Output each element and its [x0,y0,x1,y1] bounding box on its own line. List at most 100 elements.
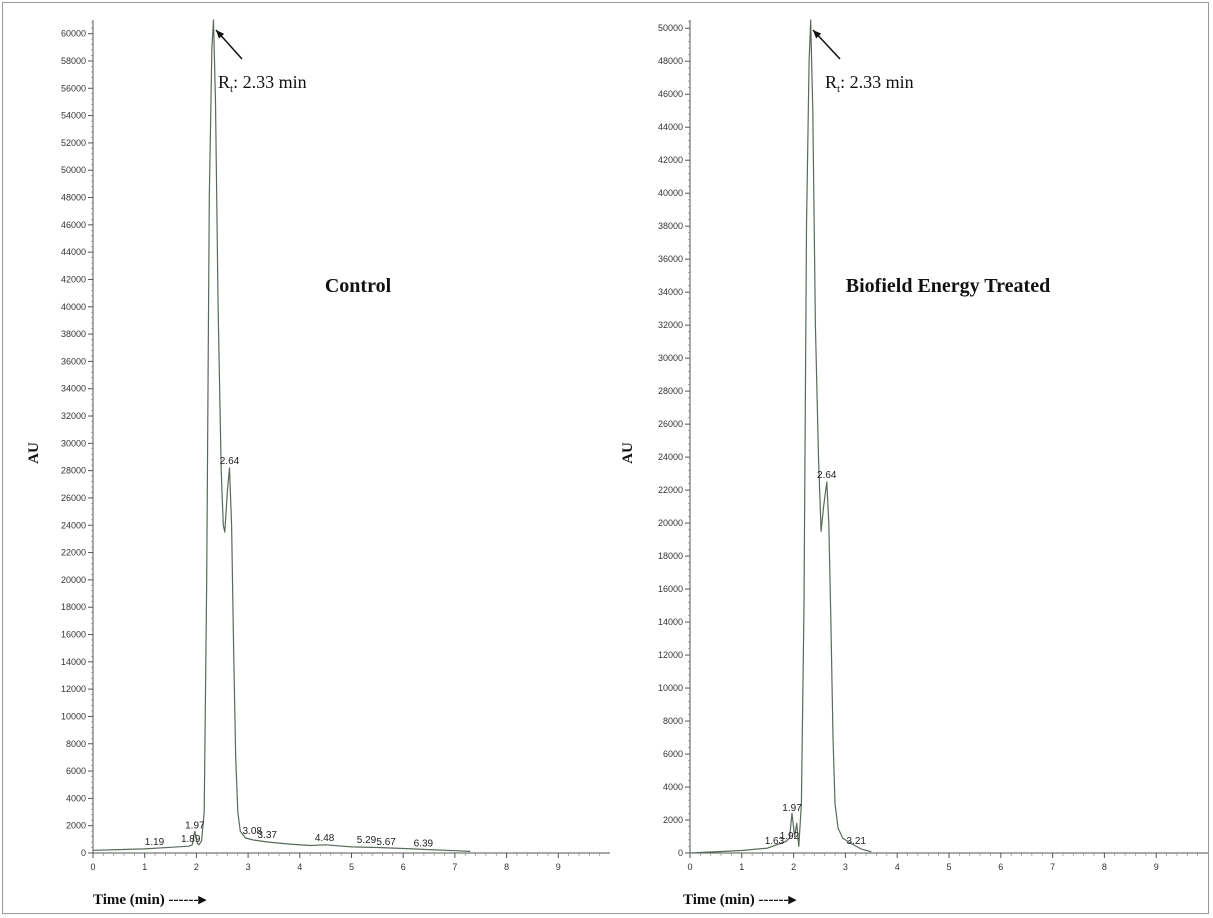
y-tick-label: 20000 [61,575,86,585]
y-tick-label: 6000 [66,766,86,776]
y-tick-label: 28000 [61,466,86,476]
x-tick-label: 2 [791,862,796,872]
peak-label: 3.08 [243,826,263,837]
y-tick-label: 10000 [658,683,683,693]
y-tick-label: 42000 [61,274,86,284]
y-tick-label: 32000 [658,320,683,330]
y-tick-label: 56000 [61,83,86,93]
y-tick-label: 12000 [61,684,86,694]
y-tick-label: 20000 [658,518,683,528]
y-tick-label: 50000 [658,23,683,33]
y-tick-label: 8000 [66,739,86,749]
y-tick-label: 44000 [658,122,683,132]
y-tick-label: 2000 [66,821,86,831]
peak-label: 1.89 [181,834,201,845]
y-tick-label: 58000 [61,56,86,66]
x-tick-label: 2 [194,862,199,872]
x-tick-label: 9 [1154,862,1159,872]
y-tick-label: 24000 [658,452,683,462]
x-tick-label: 6 [401,862,406,872]
x-tick-label: 6 [998,862,1003,872]
chart-panel-1: 0 2000 4000 6000 8000 10000 12000 14000 16000 180… [26,19,610,908]
y-tick-label: 48000 [61,193,86,203]
y-tick-label: 46000 [658,89,683,99]
peak-label: 4.48 [315,833,335,844]
peak-label: 5.67 [376,837,396,848]
x-tick-label: 1 [739,862,744,872]
y-tick-label: 40000 [658,188,683,198]
peak-label: 1.97 [782,803,802,814]
y-tick-label: 22000 [658,485,683,495]
y-tick-label: 14000 [658,617,683,627]
y-axis-label: AU [620,442,636,464]
y-tick-label: 8000 [663,716,683,726]
y-tick-label: 36000 [61,356,86,366]
y-tick-label: 40000 [61,302,86,312]
y-tick-label: 38000 [61,329,86,339]
peak-label: 3.21 [847,836,867,847]
retention-time-annotation: Rt: 2.33 min [825,72,914,95]
y-tick-label: 38000 [658,221,683,231]
x-tick-label: 4 [297,862,302,872]
x-tick-label: 3 [246,862,251,872]
y-tick-label: 36000 [658,254,683,264]
y-tick-label: 46000 [61,220,86,230]
x-tick-label: 1 [142,862,147,872]
arrow-head [813,30,822,39]
x-tick-label: 7 [452,862,457,872]
y-tick-label: 30000 [658,353,683,363]
y-tick-label: 14000 [61,657,86,667]
y-axis-label: AU [26,442,42,464]
y-tick-label: 0 [81,848,86,858]
y-tick-label: 0 [678,848,683,858]
y-tick-label: 26000 [658,419,683,429]
retention-time-annotation: Rt: 2.33 min [218,72,307,95]
x-tick-label: 5 [946,862,951,872]
y-tick-label: 22000 [61,548,86,558]
y-tick-label: 60000 [61,29,86,39]
y-tick-label: 44000 [61,247,86,257]
x-tick-label: 9 [556,862,561,872]
y-tick-label: 48000 [658,56,683,66]
y-tick-label: 52000 [61,138,86,148]
y-tick-label: 2000 [663,815,683,825]
y-tick-label: 4000 [66,793,86,803]
y-tick-label: 34000 [61,384,86,394]
peak-label: 1.97 [185,821,205,832]
x-axis-label: Time (min) ------▸ [93,892,208,908]
peak-label: 2.64 [817,470,837,481]
chromatogram-trace [92,19,471,852]
y-tick-label: 32000 [61,411,86,421]
chart-title: Biofield Energy Treated [846,275,1050,297]
y-tick-label: 30000 [61,438,86,448]
y-tick-label: 18000 [658,551,683,561]
peak-label: 1.92 [780,831,800,842]
peak-label: 1.19 [145,837,165,848]
chart-title: Control [325,275,392,297]
x-tick-label: 7 [1050,862,1055,872]
y-tick-label: 18000 [61,602,86,612]
x-axis-label: Time (min) ------▸ [683,892,798,908]
x-tick-label: 0 [687,862,692,872]
peak-label: 3.37 [257,830,277,841]
y-tick-label: 26000 [61,493,86,503]
x-tick-label: 0 [90,862,95,872]
y-tick-label: 42000 [658,155,683,165]
y-tick-label: 12000 [658,650,683,660]
x-tick-label: 4 [895,862,900,872]
peak-label: 6.39 [414,839,434,850]
y-tick-label: 28000 [658,386,683,396]
y-tick-label: 54000 [61,111,86,121]
y-tick-label: 16000 [61,630,86,640]
y-tick-label: 50000 [61,165,86,175]
peak-label: 2.64 [220,456,240,467]
y-tick-label: 16000 [658,584,683,594]
y-tick-label: 34000 [658,287,683,297]
y-tick-label: 24000 [61,520,86,530]
y-tick-label: 10000 [61,711,86,721]
chromatogram-trace [689,19,872,854]
x-tick-label: 5 [349,862,354,872]
peak-label: 5.29 [357,835,377,846]
